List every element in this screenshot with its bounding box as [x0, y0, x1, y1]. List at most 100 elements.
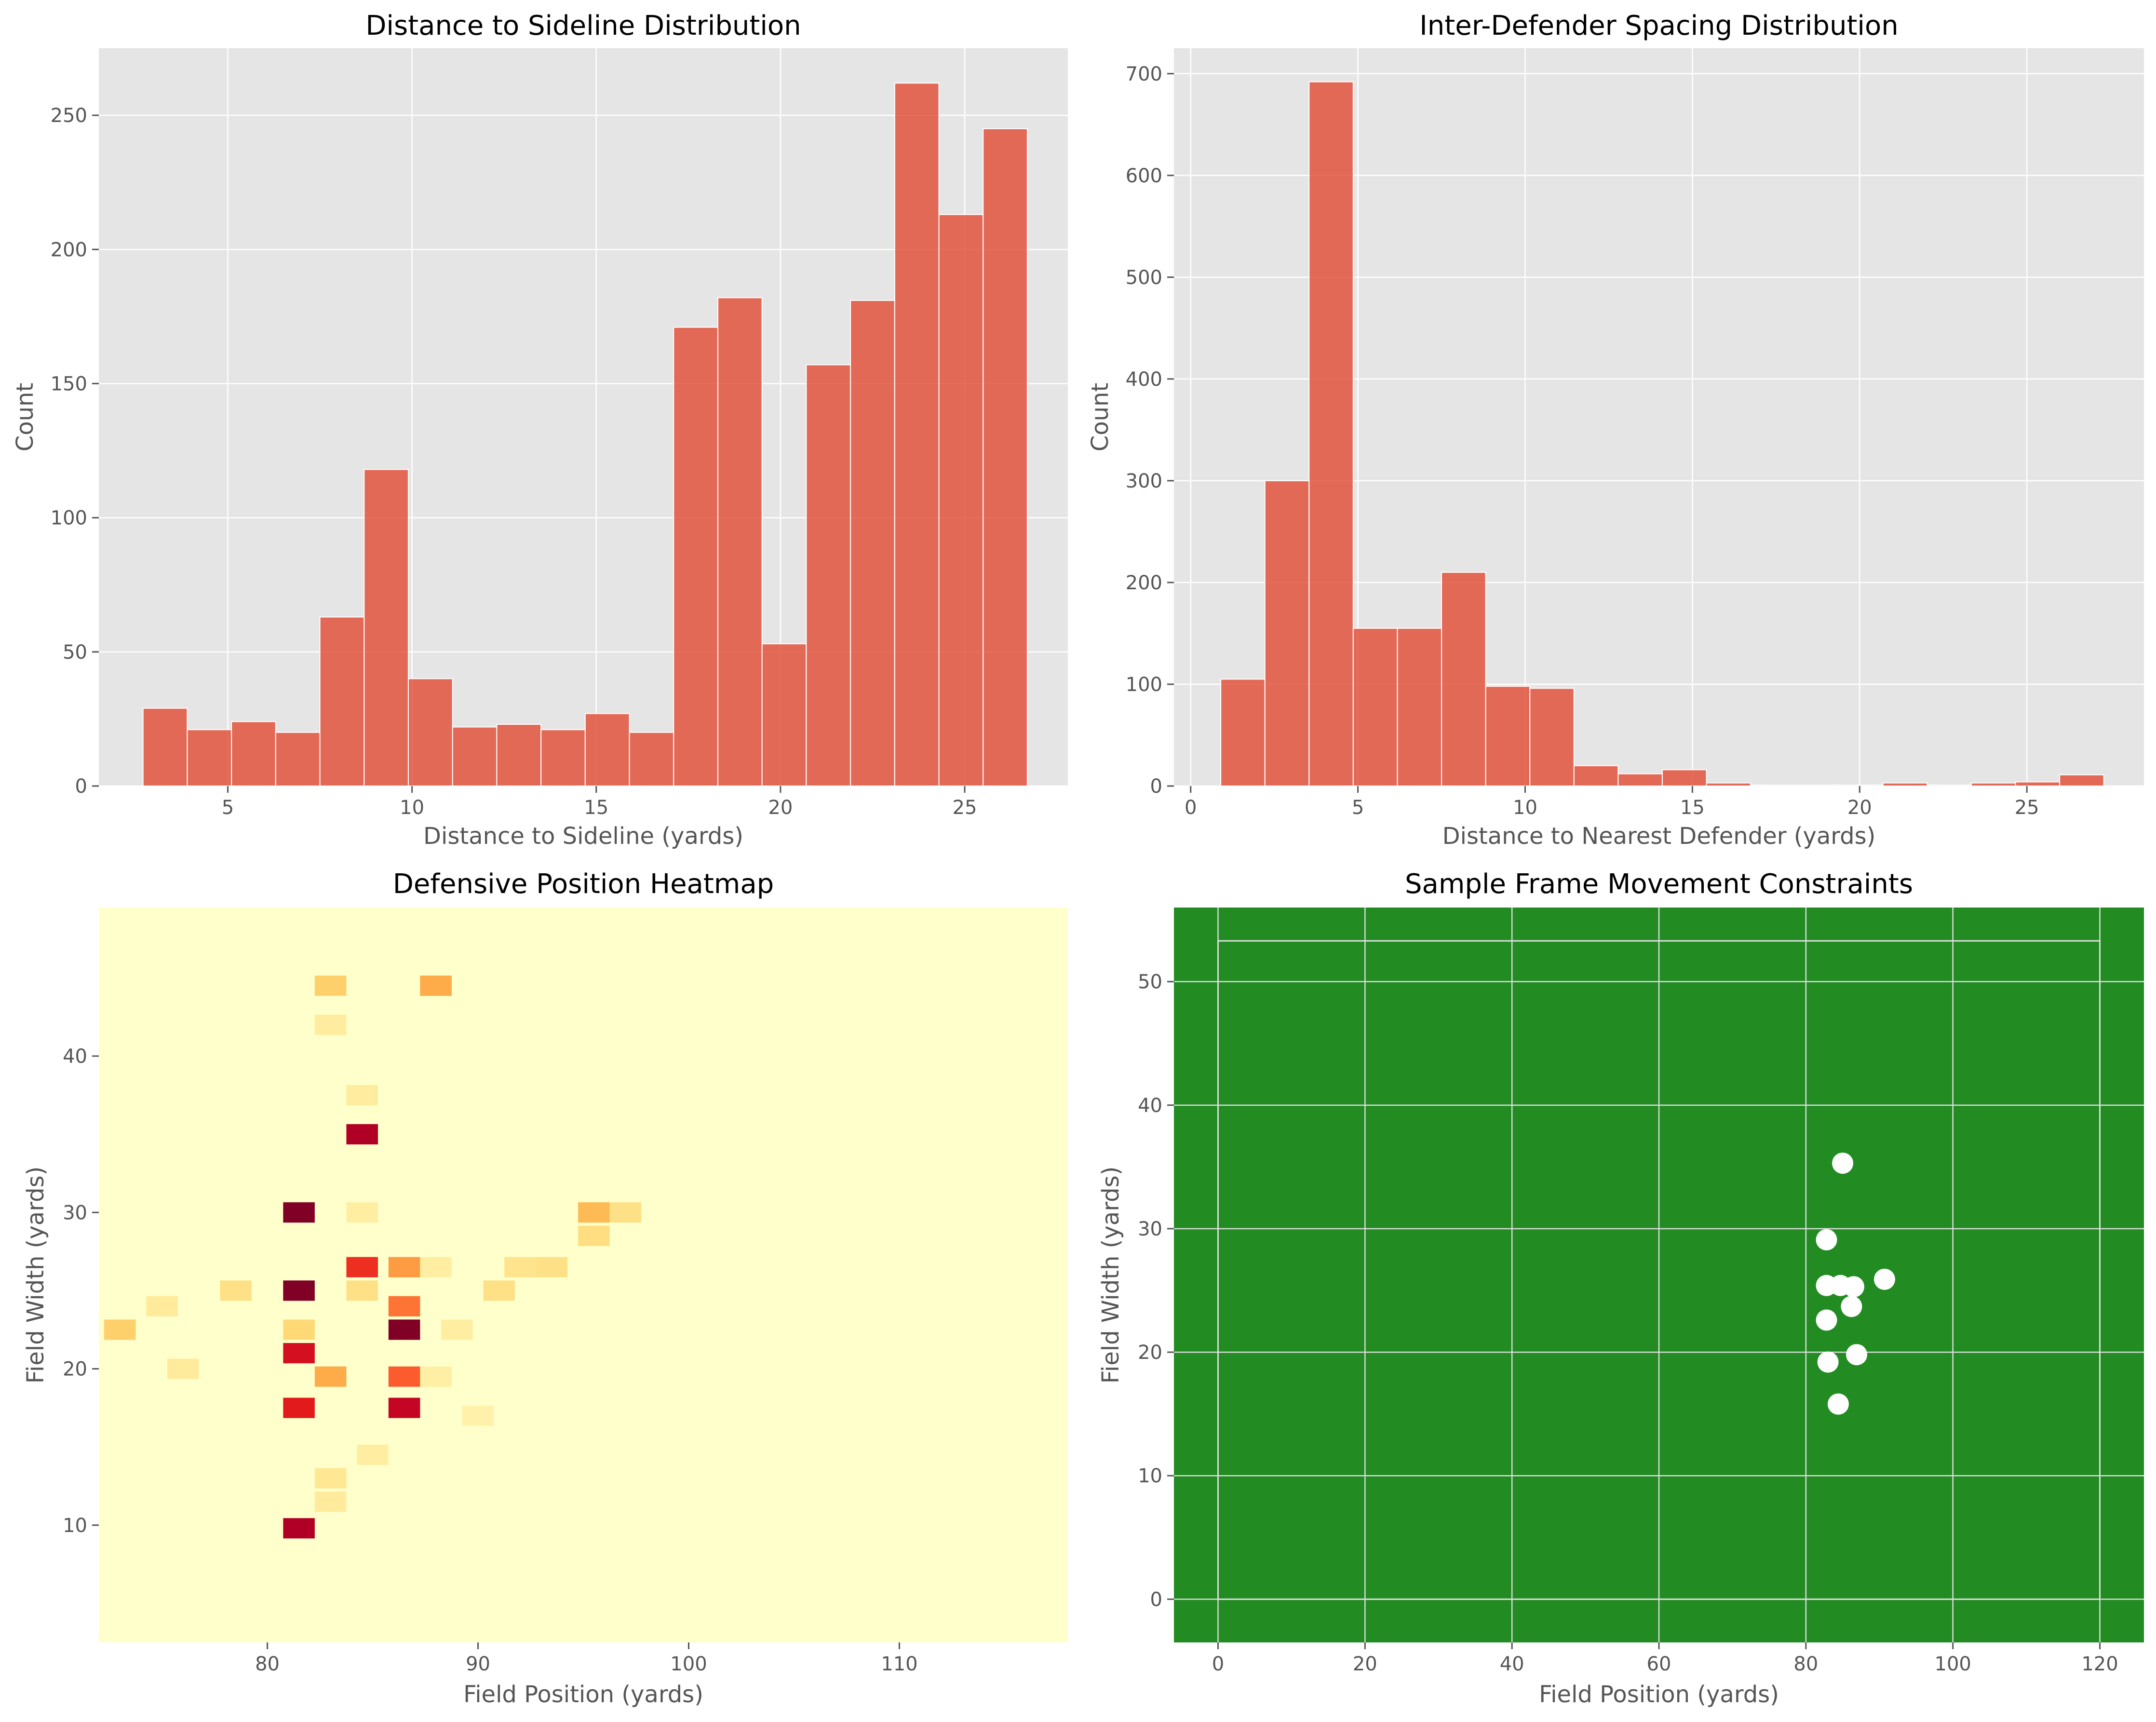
- heatmap-cell: [357, 1444, 389, 1465]
- chart-title: Sample Frame Movement Constraints: [1405, 868, 1913, 900]
- histogram-bar: [1838, 784, 1884, 786]
- histogram-bar: [142, 707, 188, 786]
- player-point: [1873, 1268, 1895, 1290]
- histogram-bar: [1220, 678, 1266, 787]
- x-tick-label: 25: [953, 797, 977, 819]
- y-tick-label: 0: [1150, 775, 1162, 798]
- heatmap-cell: [346, 1202, 378, 1223]
- heatmap-cell: [346, 1280, 378, 1301]
- y-tick-labels: 0 100 200 300 400 500 600 700: [1126, 63, 1174, 798]
- x-tick-label: 80: [1793, 1653, 1818, 1675]
- y-tick-label: 500: [1126, 267, 1162, 289]
- player-point: [1843, 1276, 1864, 1298]
- histogram-bar: [1617, 773, 1663, 787]
- y-axis-label: Field Width (yards): [22, 1166, 49, 1383]
- histogram-bar: [761, 643, 807, 787]
- heatmap-cells: [104, 976, 642, 1539]
- heatmap-cell: [483, 1280, 515, 1301]
- y-tick-label: 40: [63, 1045, 87, 1068]
- y-tick-label: 100: [51, 507, 87, 529]
- histogram-bar: [1441, 571, 1486, 787]
- histogram-bar: [983, 128, 1028, 787]
- y-tick-label: 300: [1126, 470, 1162, 492]
- heatmap-cell: [167, 1358, 199, 1379]
- heatmap-cell: [104, 1319, 136, 1340]
- histogram-bar: [1529, 688, 1575, 786]
- x-tick-label: 10: [400, 797, 424, 819]
- heatmap-cell: [283, 1319, 315, 1340]
- histogram-bar: [629, 732, 674, 787]
- heatmap-cell: [504, 1257, 536, 1277]
- x-axis-label: Distance to Nearest Defender (yards): [1442, 823, 1876, 850]
- histogram-bar: [1706, 782, 1752, 786]
- histogram-bar: [1397, 627, 1442, 787]
- heatmap-cell: [314, 1491, 347, 1512]
- x-axis-label: Distance to Sideline (yards): [423, 823, 743, 850]
- histogram-bar: [1352, 627, 1398, 787]
- y-tick-label: 400: [1126, 368, 1162, 391]
- heatmap-cell: [283, 1397, 315, 1418]
- x-tick-label: 20: [1353, 1653, 1377, 1675]
- heatmap-cell: [314, 1366, 347, 1387]
- x-tick-labels: 0 5 10 15 20 25: [1185, 786, 2039, 819]
- histogram-bar: [1573, 765, 1619, 786]
- y-tick-label: 700: [1126, 63, 1162, 85]
- y-axis-label: Count: [12, 383, 39, 452]
- heatmap-cell: [578, 1202, 610, 1223]
- heatmap-cell: [578, 1225, 610, 1247]
- histogram-bar: [1485, 686, 1531, 786]
- y-tick-label: 20: [63, 1358, 87, 1381]
- heatmap-cell: [220, 1280, 252, 1301]
- heatmap-cell: [609, 1202, 642, 1223]
- histogram-bar: [1971, 782, 2016, 786]
- heatmap-cell: [146, 1296, 178, 1316]
- y-tick-label: 10: [1138, 1465, 1162, 1487]
- heatmap-cell: [536, 1257, 568, 1277]
- heatmap-cell: [283, 1202, 315, 1223]
- y-tick-label: 100: [1126, 674, 1162, 696]
- player-point: [1827, 1393, 1849, 1415]
- bars: [142, 82, 1028, 787]
- x-axis-label: Field Position (yards): [463, 1681, 703, 1708]
- y-axis-label: Count: [1087, 383, 1114, 452]
- y-tick-label: 50: [1138, 971, 1162, 993]
- heatmap-cell: [388, 1296, 420, 1316]
- player-point: [1817, 1351, 1839, 1373]
- histogram-bar: [1661, 769, 1707, 787]
- histogram-bar: [938, 214, 984, 787]
- y-tick-label: 50: [63, 641, 87, 664]
- heatmap-cell: [441, 1319, 473, 1340]
- heatmap-cell: [314, 1468, 347, 1489]
- x-tick-labels: 80 90 100 110: [255, 1642, 918, 1675]
- x-tick-labels: 5 10 15 20 25: [222, 786, 977, 819]
- histogram-bar: [1264, 480, 1310, 786]
- y-tick-label: 10: [63, 1515, 87, 1537]
- x-tick-label: 80: [255, 1653, 280, 1675]
- x-tick-label: 110: [881, 1653, 917, 1675]
- y-tick-labels: 10 20 30 40: [63, 1045, 99, 1537]
- y-tick-label: 250: [51, 105, 87, 127]
- x-tick-label: 25: [2015, 797, 2039, 819]
- histogram-bar: [275, 732, 321, 787]
- movement-scatter-panel: 0 20 40 60 80 100 120 0 10 20 30 40 50 Sample Frame…: [1097, 868, 2144, 1708]
- histogram-bar: [407, 678, 453, 787]
- x-tick-label: 100: [670, 1653, 707, 1675]
- heatmap-cell: [420, 1257, 452, 1277]
- heatmap-cell: [346, 1085, 378, 1106]
- y-tick-label: 20: [1138, 1342, 1162, 1364]
- heatmap-cell: [388, 1319, 420, 1340]
- histogram-bar: [1308, 81, 1354, 787]
- histogram-bar: [2015, 781, 2061, 786]
- chart-title: Inter-Defender Spacing Distribution: [1419, 10, 1898, 41]
- x-tick-label: 0: [1185, 797, 1197, 819]
- spacing-histogram-panel: 0 5 10 15 20 25 0 100 200 300 400 500 600 700 Inter-…: [1087, 10, 2144, 850]
- histogram-bar: [1927, 784, 1972, 786]
- y-tick-label: 200: [1126, 572, 1162, 594]
- histogram-bar: [452, 726, 498, 786]
- position-heatmap-panel: 80 90 100 110 10 20 30 40 Defensive Position H…: [22, 868, 1068, 1708]
- heatmap-cell: [283, 1343, 315, 1364]
- y-tick-label: 0: [1150, 1588, 1162, 1611]
- histogram-bar: [231, 721, 276, 787]
- x-tick-label: 120: [2081, 1653, 2118, 1675]
- y-tick-labels: 0 50 100 150 200 250: [51, 105, 99, 798]
